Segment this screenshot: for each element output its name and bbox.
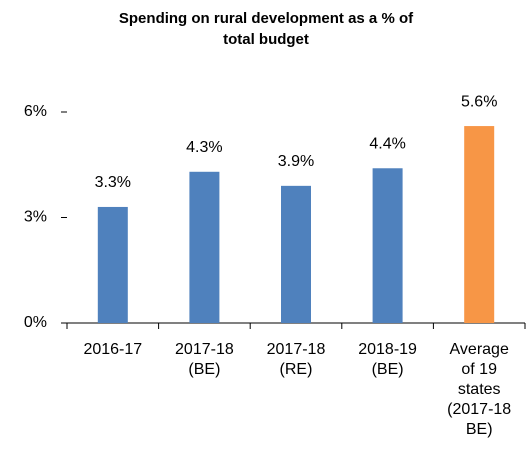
bar [97,206,128,323]
chart-title: Spending on rural development as a % of … [118,10,414,48]
bar [372,168,403,323]
data-label: 3.3% [95,174,131,191]
bar [281,185,311,323]
data-label: 3.9% [278,153,314,170]
data-label: 4.4% [369,135,405,152]
x-tick-label: 2017-18 (BE) [175,341,234,378]
y-tick-label: 3% [24,209,47,226]
bar [464,126,495,323]
x-tick-label: Average of 19 states (2017-18 BE) [447,341,512,438]
x-tick-label: 2017-18 (RE) [266,341,326,378]
data-label: 5.6% [461,93,497,110]
data-label: 4.3% [186,139,222,156]
x-tick-label: 2018-19 (BE) [358,341,417,378]
y-tick-label: 0% [24,314,47,331]
y-tick-label: 6% [24,103,47,120]
bar [189,171,220,323]
x-tick-label: 2016-17 [83,341,143,358]
